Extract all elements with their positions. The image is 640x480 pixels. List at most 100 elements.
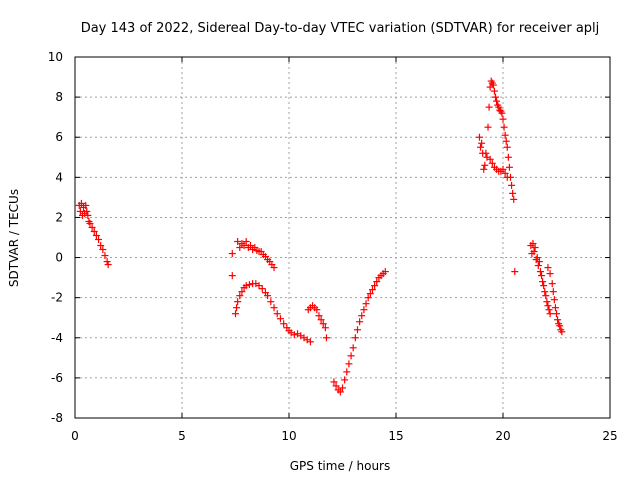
data-point: [551, 304, 559, 312]
data-point: [499, 165, 507, 173]
data-point: [76, 207, 84, 215]
data-point: [477, 143, 485, 151]
y-tick-label: -6: [51, 371, 63, 385]
x-tick-label: 10: [281, 429, 296, 443]
data-point: [533, 254, 541, 262]
data-point: [485, 103, 493, 111]
data-point: [353, 326, 361, 334]
data-point: [362, 300, 370, 308]
data-point: [556, 322, 564, 330]
data-point: [97, 242, 105, 250]
data-point: [242, 282, 250, 290]
data-point: [366, 290, 374, 298]
data-point: [541, 288, 549, 296]
data-point: [306, 338, 314, 346]
data-point: [332, 382, 340, 390]
data-point: [228, 272, 236, 280]
data-point: [538, 272, 546, 280]
data-point: [330, 378, 338, 386]
data-point: [336, 388, 344, 396]
data-point: [546, 270, 554, 278]
data-point: [371, 282, 379, 290]
data-point: [475, 133, 483, 141]
y-tick-label: 6: [55, 130, 63, 144]
data-point: [276, 315, 284, 323]
data-point: [545, 306, 553, 314]
data-point: [490, 87, 498, 95]
data-point: [245, 281, 253, 289]
data-point: [339, 384, 346, 392]
data-point: [531, 244, 539, 252]
x-axis: 0 5 10 15 20 25: [71, 57, 618, 443]
data-point: [315, 312, 323, 320]
data-point: [511, 268, 519, 276]
data-point: [544, 264, 552, 272]
data-point: [486, 155, 494, 163]
data-point: [381, 268, 389, 276]
data-point: [535, 258, 543, 266]
data-point: [508, 181, 516, 189]
data-point: [558, 328, 566, 336]
y-tick-label: -4: [51, 331, 63, 345]
data-point: [88, 223, 96, 231]
data-point: [554, 316, 562, 324]
data-point: [270, 304, 278, 312]
y-tick-label: 4: [55, 170, 63, 184]
data-point: [258, 285, 266, 293]
x-tick-label: 0: [71, 429, 79, 443]
data-point: [553, 310, 560, 318]
data-point: [236, 292, 244, 300]
data-point: [255, 282, 263, 290]
data-point: [232, 310, 239, 318]
data-point: [539, 278, 547, 286]
data-point: [104, 261, 112, 269]
data-point: [536, 268, 544, 276]
data-point: [482, 149, 490, 157]
data-point: [273, 310, 281, 318]
y-tick-label: 2: [55, 210, 63, 224]
data-point: [542, 292, 550, 300]
data-point: [492, 93, 500, 101]
y-axis: -8 -6 -4 -2 0 2 4 6 8 10: [48, 50, 610, 425]
data-point: [238, 288, 246, 296]
data-point: [280, 320, 288, 328]
data-point: [84, 211, 92, 219]
data-point: [322, 334, 330, 342]
x-tick-label: 5: [178, 429, 186, 443]
data-point: [347, 352, 355, 360]
data-point: [343, 368, 351, 376]
data-point: [345, 360, 353, 368]
data-point: [544, 302, 552, 310]
x-tick-label: 15: [388, 429, 403, 443]
data-point: [493, 97, 501, 105]
data-point: [364, 294, 372, 302]
data-point: [499, 115, 507, 123]
data-point: [480, 165, 488, 173]
data-point: [103, 258, 111, 266]
data-point: [543, 298, 551, 306]
data-point: [77, 199, 85, 207]
plot-frame: [74, 56, 611, 419]
data-point: [99, 246, 107, 254]
data-point: [488, 159, 496, 167]
data-point: [341, 376, 349, 384]
data-point: [86, 219, 94, 227]
data-point: [246, 242, 254, 250]
data-point: [351, 334, 359, 342]
data-point: [83, 207, 91, 215]
data-point: [504, 153, 512, 161]
data-point: [373, 278, 381, 286]
data-point: [549, 288, 557, 296]
data-point: [540, 282, 548, 290]
data-point: [501, 169, 509, 177]
data-point: [495, 103, 503, 111]
data-point: [546, 310, 554, 318]
data-point: [267, 298, 275, 306]
data-point: [478, 139, 486, 147]
data-point: [489, 81, 497, 89]
y-axis-label: SDTVAR / TECUs: [7, 189, 21, 287]
y-tick-label: 0: [55, 251, 63, 265]
data-point: [92, 231, 100, 239]
data-point: [503, 143, 511, 151]
data-point: [95, 236, 103, 244]
